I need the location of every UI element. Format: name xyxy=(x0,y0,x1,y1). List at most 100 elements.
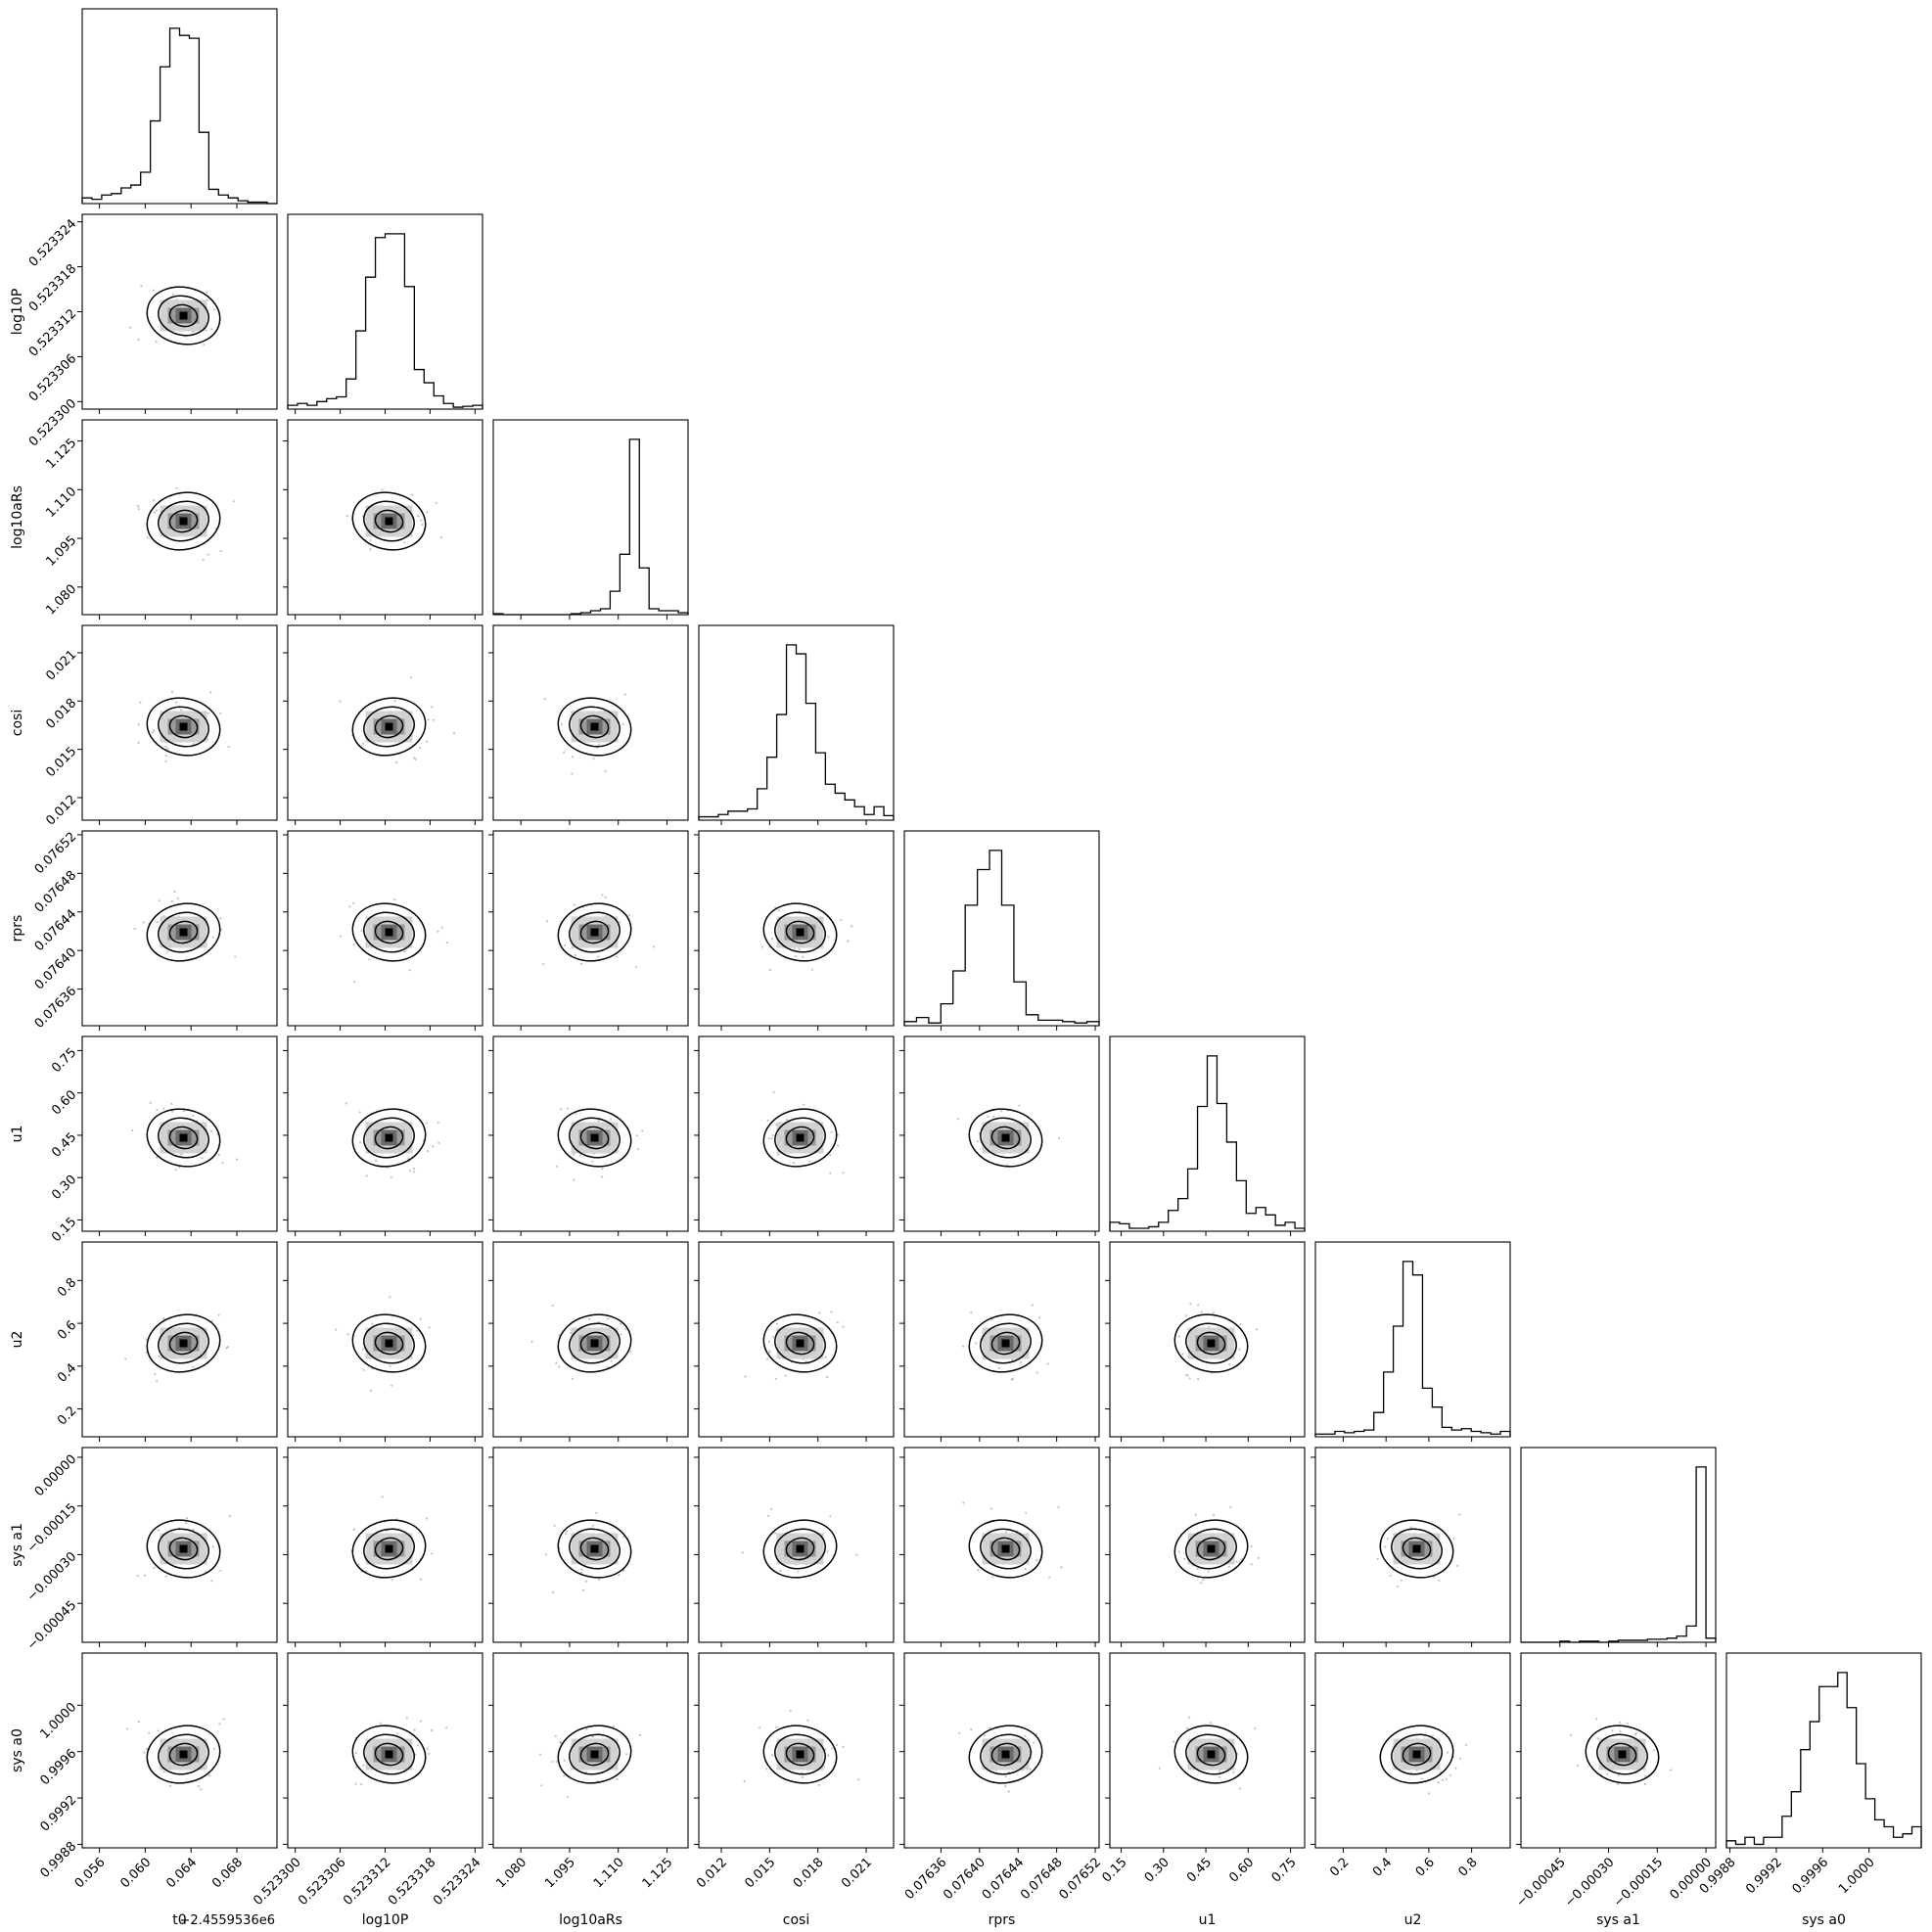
scatter-point xyxy=(612,1725,616,1727)
scatter-point xyxy=(1011,1358,1014,1361)
y-tick-label: 0.523312 xyxy=(26,306,79,359)
density-cell xyxy=(404,1762,413,1771)
y-tick-label: 1.110 xyxy=(43,484,79,521)
scatter-point xyxy=(431,706,434,709)
density-cell xyxy=(586,1145,595,1154)
density-cell xyxy=(160,1129,168,1138)
density-cell xyxy=(175,529,184,537)
x-axis-offset-label: +2.4559536e6 xyxy=(180,1913,275,1928)
density-cell xyxy=(1219,1351,1227,1359)
y-tick-label: 0.018 xyxy=(43,696,79,732)
density-cell xyxy=(610,1556,619,1565)
contour-level-3 xyxy=(557,1725,632,1784)
density-cell xyxy=(1195,1351,1204,1359)
scatter-point xyxy=(842,1172,845,1174)
scatter-point xyxy=(1449,1773,1451,1776)
density-cell xyxy=(175,1145,184,1154)
density-cell xyxy=(1021,1137,1030,1146)
density-cell xyxy=(807,1327,816,1336)
scatter-point xyxy=(139,701,142,704)
density-cell xyxy=(373,1122,382,1130)
density-cell xyxy=(365,1343,374,1352)
density-cell xyxy=(199,1556,207,1565)
density-cell xyxy=(160,1327,168,1336)
density-cell xyxy=(160,1137,168,1146)
y-tick-label: 0.015 xyxy=(43,744,79,780)
density-cell xyxy=(815,1548,824,1557)
density-cell xyxy=(404,726,413,735)
scatter-point xyxy=(802,955,805,958)
scatter-point xyxy=(1446,1751,1449,1754)
scatter-point xyxy=(136,504,140,508)
density-cell xyxy=(396,505,405,514)
x-tick-label: 0.056 xyxy=(72,1855,109,1891)
density-cell xyxy=(404,521,413,529)
scatter-point xyxy=(421,524,424,527)
panel-frame xyxy=(81,8,278,205)
density-cell xyxy=(997,1762,1006,1771)
scatter-point xyxy=(153,511,156,514)
scatter-point xyxy=(543,698,546,701)
x-axis-label-sys-a1: sys a1 xyxy=(1596,1912,1640,1928)
density-cell xyxy=(404,718,413,727)
scatter-point xyxy=(1219,1770,1221,1772)
density-cell xyxy=(1013,1145,1022,1154)
density-cell xyxy=(989,1327,998,1336)
scatter-point xyxy=(785,1119,788,1122)
contour-level-1 xyxy=(374,1742,404,1767)
density-cell xyxy=(571,1343,579,1352)
density-cell xyxy=(191,1746,200,1755)
scatter-point xyxy=(572,756,575,759)
density-cell xyxy=(1598,1754,1607,1763)
density-cell xyxy=(199,1137,207,1146)
density-cell xyxy=(381,711,390,719)
density-cell xyxy=(381,1556,390,1565)
density-cell xyxy=(578,1533,587,1541)
density-cell xyxy=(1424,1556,1433,1565)
scatter-point xyxy=(794,955,797,958)
scatter-point xyxy=(348,905,351,908)
density-cell xyxy=(610,916,619,925)
density-cell xyxy=(175,940,184,948)
density-cell xyxy=(404,1556,413,1565)
scatter-point xyxy=(840,918,843,921)
scatter-point xyxy=(1184,1373,1187,1377)
density-cell xyxy=(610,1145,619,1154)
contour-level-1 xyxy=(168,1126,199,1150)
scatter-point xyxy=(989,1507,992,1510)
scatter-point xyxy=(792,1162,796,1165)
scatter-point xyxy=(555,1165,559,1168)
density-cell xyxy=(1226,1556,1235,1565)
scatter-point xyxy=(164,759,167,762)
density-cell xyxy=(167,916,176,925)
contour-level-2 xyxy=(774,911,826,953)
density-cell xyxy=(404,505,413,514)
scatter-point xyxy=(551,1760,554,1764)
density-cell xyxy=(365,1746,374,1755)
scatter-point xyxy=(393,699,396,703)
density-peak xyxy=(385,928,393,937)
scatter-point xyxy=(587,1317,591,1320)
contour-level-3 xyxy=(1173,1725,1249,1784)
x-tick-label: 1.110 xyxy=(591,1855,627,1891)
scatter-point xyxy=(635,1134,639,1137)
density-cell xyxy=(586,1327,595,1336)
scatter-point xyxy=(417,515,420,518)
scatter-point xyxy=(1445,1777,1448,1780)
density-cell xyxy=(571,1137,579,1146)
density-cell xyxy=(1393,1738,1402,1747)
density-cell xyxy=(989,1129,998,1138)
density-cell xyxy=(1226,1335,1235,1344)
scatter-point xyxy=(571,772,574,775)
scatter-point xyxy=(574,953,577,957)
density-cell xyxy=(578,1145,587,1154)
density-cell xyxy=(1195,1327,1204,1336)
density-cell xyxy=(160,299,168,308)
scatter-point xyxy=(1238,1561,1241,1564)
contour-level-1 xyxy=(785,1742,815,1767)
histogram-sys-a0 xyxy=(1725,1672,1922,1848)
contour-level-3 xyxy=(146,697,221,757)
density-cell xyxy=(175,1327,184,1336)
density-cell xyxy=(815,940,824,948)
